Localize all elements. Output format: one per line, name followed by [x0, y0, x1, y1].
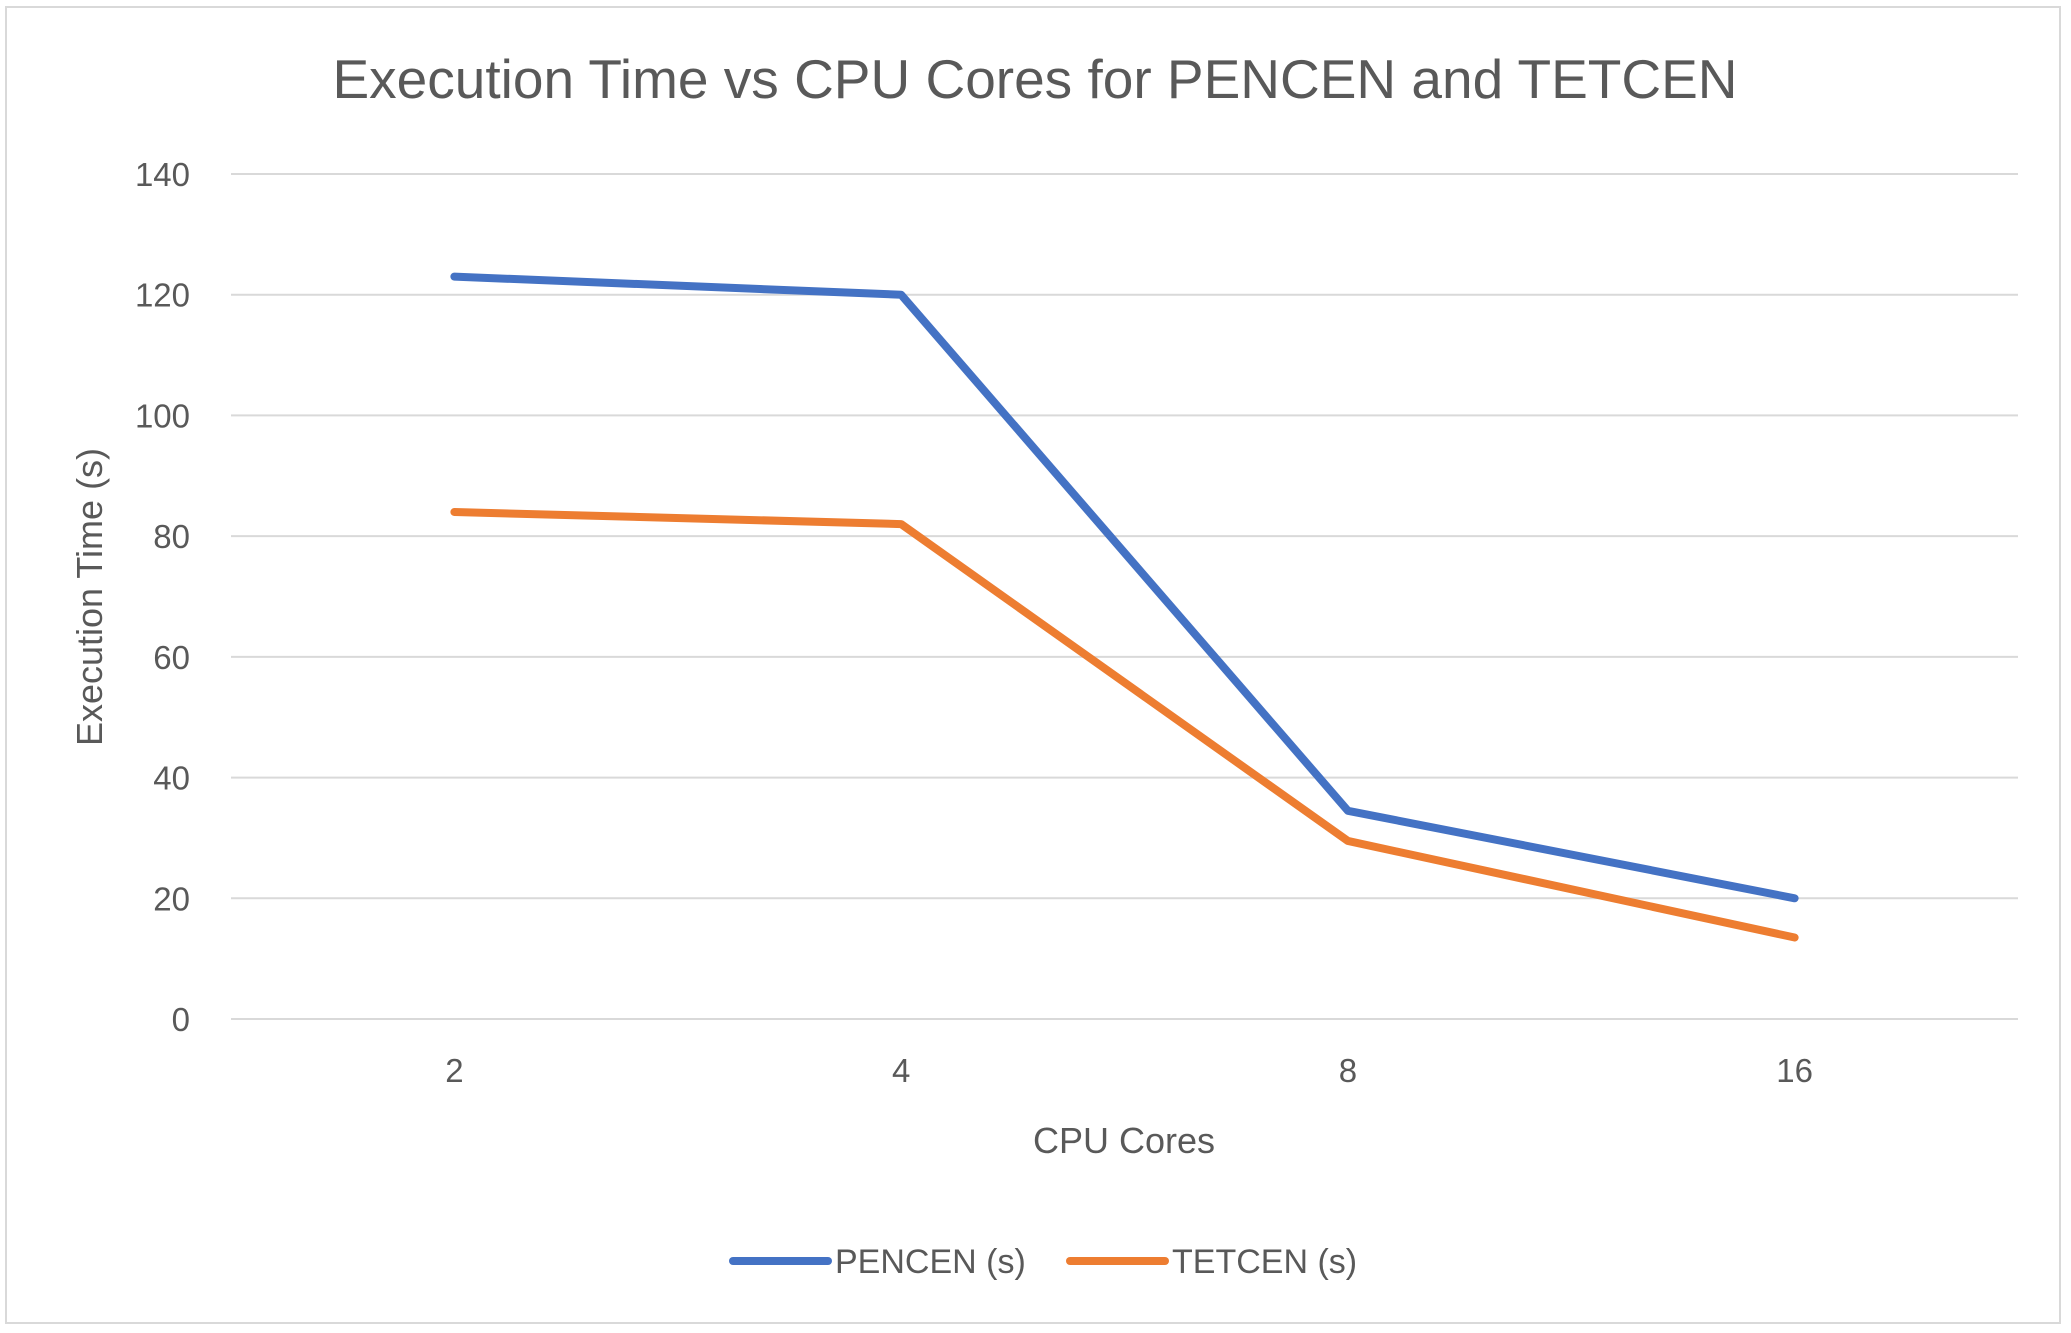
x-tick-labels: 2 4 8 16: [445, 1052, 1813, 1089]
legend-label: PENCEN (s): [835, 1243, 1026, 1281]
series-line-pencen: [450, 272, 1799, 903]
y-tick-label: 20: [153, 880, 190, 917]
series-lines: [450, 272, 1799, 942]
legend: PENCEN (s) TETCEN (s): [729, 1243, 1357, 1281]
x-tick-label: 8: [1339, 1052, 1357, 1089]
y-tick-label: 80: [153, 518, 190, 555]
y-tick-label: 40: [153, 760, 190, 797]
y-tick-label: 0: [172, 1001, 190, 1038]
series-line-tetcen: [450, 508, 1799, 942]
x-tick-label: 2: [445, 1052, 463, 1089]
x-axis-title: CPU Cores: [1033, 1120, 1215, 1161]
y-tick-label: 60: [153, 639, 190, 676]
y-axis-title: Execution Time (s): [69, 448, 110, 746]
y-tick-label: 120: [135, 277, 190, 314]
y-tick-labels: 0 20 40 60 80 100 120 140: [135, 156, 190, 1038]
legend-label: TETCEN (s): [1172, 1243, 1357, 1281]
y-tick-label: 140: [135, 156, 190, 193]
x-tick-label: 4: [892, 1052, 910, 1089]
chart-frame: [5, 6, 2061, 1324]
x-tick-label: 16: [1776, 1052, 1813, 1089]
y-tick-label: 100: [135, 397, 190, 434]
chart-title: Execution Time vs CPU Cores for PENCEN a…: [333, 48, 1738, 110]
gridlines: [231, 173, 2018, 1020]
